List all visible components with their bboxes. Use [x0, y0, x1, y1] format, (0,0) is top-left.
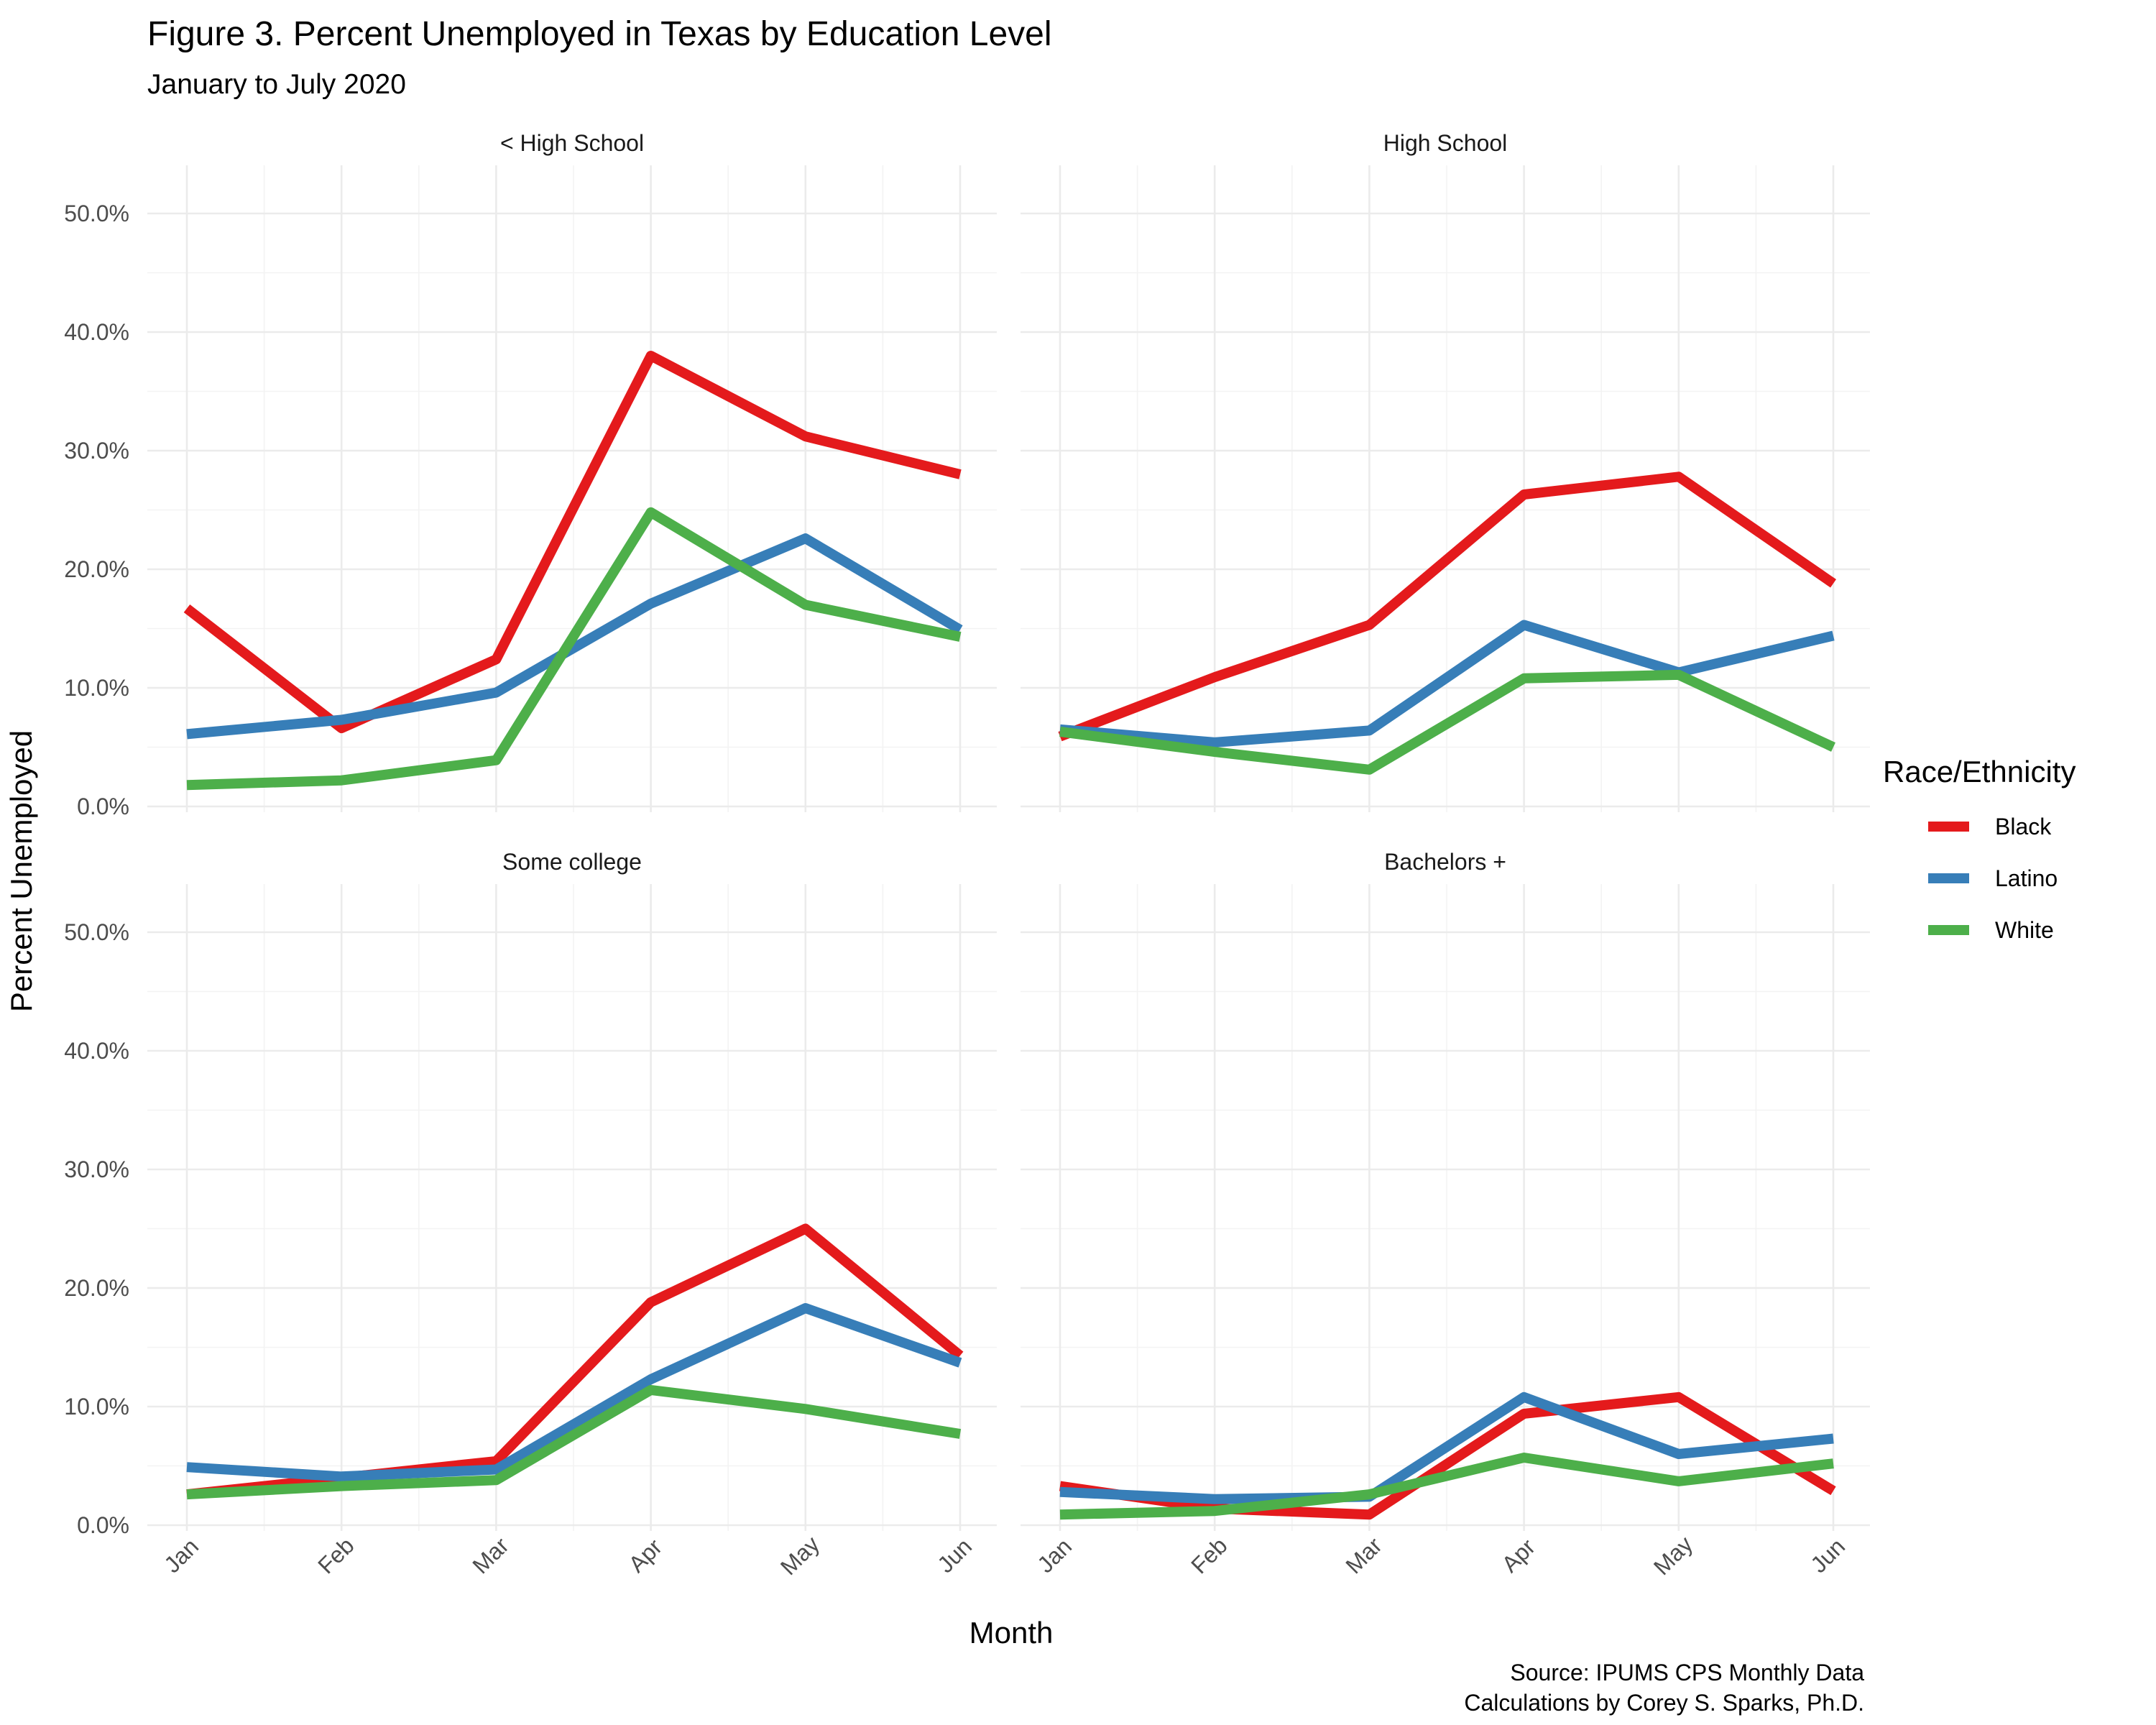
series-line-white-bachelors: [1059, 1453, 1834, 1520]
chart-title: Figure 3. Percent Unemployed in Texas by…: [147, 15, 1052, 53]
y-tick-label: 0.0%: [77, 1512, 129, 1538]
y-tick-label: 30.0%: [64, 1156, 129, 1182]
caption-credit: Calculations by Corey S. Sparks, Ph.D.: [1464, 1690, 1864, 1716]
panel-high-school: High School: [1021, 130, 1870, 812]
legend: Race/Ethnicity Black Latino White: [1883, 755, 2076, 943]
panel-label-some-college: Some college: [502, 849, 642, 875]
panel-high-school: < High School 0.0% 10.0% 20.0% 30.0% 40.0% 50.…: [64, 130, 997, 819]
panel-label-bachelors: Bachelors +: [1384, 849, 1506, 875]
series-line-black-bachelors: [1059, 1392, 1836, 1520]
panel-label-high-school: High School: [1383, 130, 1508, 156]
caption-source: Source: IPUMS CPS Monthly Data: [1510, 1660, 1864, 1685]
y-axis-title: Percent Unemployed: [4, 730, 38, 1012]
series-line-latino-bachelors: [1059, 1392, 1834, 1504]
series-line-black-high-school: [183, 351, 962, 734]
x-axis-title: Month: [969, 1616, 1054, 1650]
series-line-white-some-college: [186, 1384, 962, 1500]
x-tick-label: May: [775, 1531, 824, 1580]
legend-label-white: White: [1995, 917, 2054, 943]
facet-panels: < High School 0.0% 10.0% 20.0% 30.0% 40.0% 50.…: [64, 130, 1870, 1580]
y-tick-label: 10.0%: [64, 1394, 129, 1420]
y-tick-label: 20.0%: [64, 1275, 129, 1301]
y-tick-label: 20.0%: [64, 556, 129, 582]
y-tick-label: 0.0%: [77, 794, 129, 819]
panel-bachelors: Bachelors + Jan Feb Mar Apr May Jun: [1021, 849, 1870, 1580]
y-tick-label: 50.0%: [64, 919, 129, 945]
series-line-latino-some-college: [186, 1303, 962, 1482]
x-tick-label: May: [1649, 1531, 1697, 1580]
y-tick-label: 50.0%: [64, 201, 129, 226]
x-tick-label: Apr: [1496, 1534, 1540, 1578]
legend-label-black: Black: [1995, 814, 2052, 840]
y-tick-label: 10.0%: [64, 675, 129, 701]
series-line-black-some-college: [186, 1223, 964, 1500]
x-tick-label: Jan: [1032, 1533, 1077, 1578]
series-line-black-high-school: [1058, 472, 1836, 742]
panel-some-college: Some college 0.0% 10.0% 20.0% 30.0% 40.0% 50.0…: [64, 849, 997, 1580]
y-tick-label: 30.0%: [64, 438, 129, 464]
x-tick-label: Mar: [1340, 1532, 1387, 1579]
y-tick-label: 40.0%: [64, 319, 129, 345]
legend-label-latino: Latino: [1995, 865, 2058, 891]
y-tick-label: 40.0%: [64, 1038, 129, 1064]
x-tick-label: Jan: [159, 1533, 203, 1578]
x-tick-label: Mar: [467, 1532, 514, 1579]
series-line-latino-high-school: [186, 533, 963, 740]
series-line-white-high-school: [186, 507, 962, 791]
legend-title: Race/Ethnicity: [1883, 755, 2076, 788]
x-tick-label: Apr: [623, 1534, 667, 1578]
x-tick-label: Jun: [932, 1533, 977, 1578]
series-line-white-high-school: [1059, 669, 1835, 775]
x-tick-label: Feb: [313, 1532, 359, 1578]
x-tick-label: Feb: [1186, 1532, 1232, 1578]
x-tick-label: Jun: [1805, 1533, 1850, 1578]
series-line-latino-high-school: [1059, 620, 1835, 748]
panel-label-high-school: < High School: [500, 130, 644, 156]
chart-subtitle: January to July 2020: [147, 69, 406, 100]
